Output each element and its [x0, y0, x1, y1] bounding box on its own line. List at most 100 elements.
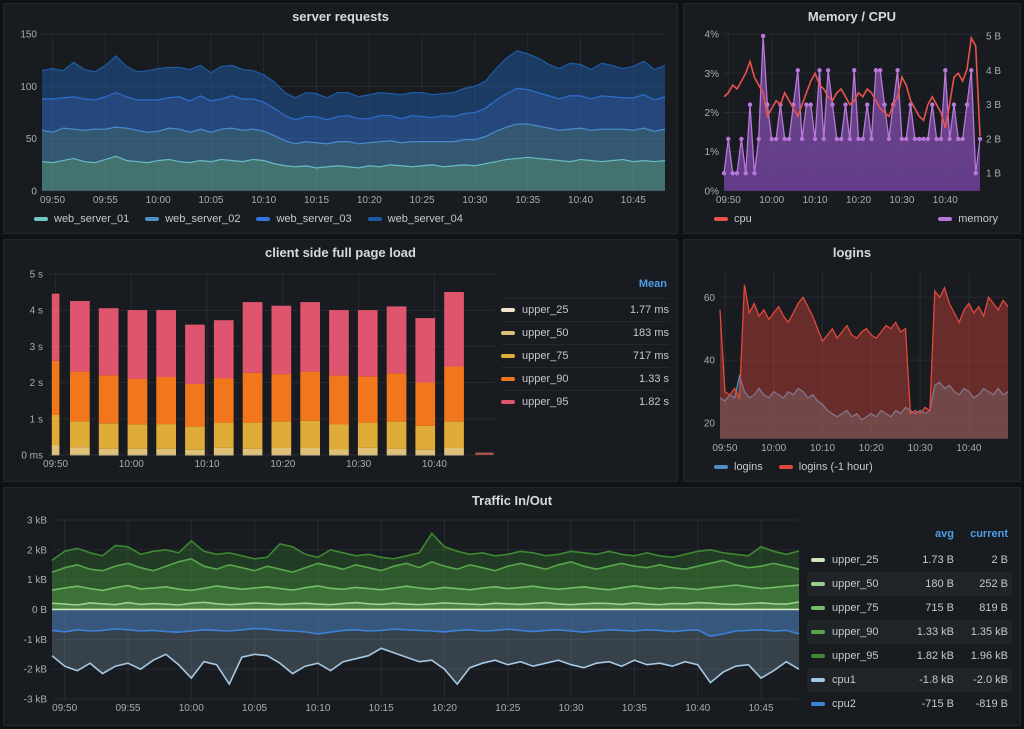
panel-title-server-requests[interactable]: server requests	[292, 8, 389, 24]
legend-item-upper_90[interactable]: upper_90 1.33 kB 1.35 kB	[807, 620, 1012, 644]
panel-traffic: Traffic In/Out -3 kB -2 kB -1 kB 0 B 1 kB 2 k…	[3, 487, 1021, 726]
svg-text:09:50: 09:50	[52, 703, 77, 714]
svg-text:10:40: 10:40	[956, 443, 981, 454]
svg-text:10:10: 10:10	[803, 195, 828, 206]
logins-legend: logins logins (-1 hour)	[692, 457, 1012, 477]
legend-swatch	[778, 465, 793, 469]
svg-text:5 B: 5 B	[986, 32, 1001, 43]
legend-swatch	[811, 606, 825, 610]
server-requests-chart[interactable]: 0 50 100 150 09:50 09:55 10:00 10:05 10:10 10:15 1…	[12, 28, 669, 209]
memory-cpu-chart[interactable]: 0% 1% 2% 3% 4% 09:50 10:00 10:10 10:20 10:30 10:40…	[692, 28, 1012, 209]
legend-item-upper_50[interactable]: upper_50 180 B 252 B	[807, 572, 1012, 596]
svg-text:10:20: 10:20	[846, 195, 871, 206]
svg-text:10:40: 10:40	[568, 195, 593, 206]
svg-text:-3 kB: -3 kB	[24, 695, 48, 706]
legend-value: 180 B	[925, 578, 954, 590]
svg-text:10:10: 10:10	[195, 459, 220, 470]
svg-text:3%: 3%	[705, 69, 720, 80]
legend-label: upper_50	[832, 578, 879, 590]
legend-header: avg current	[807, 528, 1012, 548]
svg-text:10:00: 10:00	[146, 195, 171, 206]
legend-swatch	[938, 217, 953, 221]
svg-text:1 kB: 1 kB	[27, 575, 47, 586]
panel-title-traffic[interactable]: Traffic In/Out	[471, 492, 553, 508]
svg-text:10:10: 10:10	[251, 195, 276, 206]
legend-label: upper_95	[522, 396, 569, 408]
legend-item-cpu1[interactable]: cpu1 -1.8 kB -2.0 kB	[807, 668, 1012, 692]
svg-text:20: 20	[704, 419, 716, 430]
legend-item-web-server-03[interactable]: web_server_03	[256, 213, 352, 225]
svg-text:10:25: 10:25	[495, 703, 520, 714]
legend-swatch	[256, 217, 271, 221]
legend-item-cpu[interactable]: cpu	[714, 213, 752, 225]
svg-text:10:40: 10:40	[685, 703, 710, 714]
svg-text:3 kB: 3 kB	[27, 516, 47, 527]
svg-text:-2 kB: -2 kB	[24, 665, 48, 676]
legend-header-current[interactable]: current	[970, 528, 1008, 540]
svg-text:2 s: 2 s	[30, 378, 43, 389]
svg-text:10:00: 10:00	[119, 459, 144, 470]
legend-item-web-server-02[interactable]: web_server_02	[145, 213, 240, 225]
legend-swatch	[34, 217, 48, 221]
svg-text:10:30: 10:30	[346, 459, 371, 470]
panel-title-page-load[interactable]: client side full page load	[265, 244, 416, 260]
legend-swatch	[714, 465, 728, 469]
svg-text:10:40: 10:40	[422, 459, 447, 470]
legend-label: upper_25	[832, 554, 879, 566]
legend-header-Mean[interactable]: Mean	[638, 278, 667, 290]
logins-chart[interactable]: 20 40 60 09:50 10:00 10:10 10:20 10:30 10:40	[692, 264, 1012, 457]
legend-label: cpu1	[832, 674, 856, 686]
svg-text:10:00: 10:00	[759, 195, 784, 206]
legend-item-upper_50[interactable]: upper_50 183 ms	[501, 321, 669, 344]
svg-text:10:30: 10:30	[559, 703, 584, 714]
legend-item-upper_75[interactable]: upper_75 717 ms	[501, 344, 669, 367]
svg-text:10:00: 10:00	[179, 703, 204, 714]
svg-text:10:05: 10:05	[242, 703, 267, 714]
legend-item-web-server-01[interactable]: web_server_01	[34, 213, 129, 225]
legend-label: web_server_03	[276, 213, 352, 225]
panel-server-requests: server requests 0 50 100 150 09:50 09:55 10:00…	[3, 3, 678, 234]
legend-item-upper_25[interactable]: upper_25 1.73 B 2 B	[807, 548, 1012, 572]
svg-text:2%: 2%	[705, 108, 720, 119]
svg-text:4 B: 4 B	[986, 66, 1001, 77]
legend-item-memory[interactable]: memory	[938, 213, 998, 225]
legend-item-upper_95[interactable]: upper_95 1.82 kB 1.96 kB	[807, 644, 1012, 668]
svg-text:10:45: 10:45	[621, 195, 646, 206]
legend-item-logins[interactable]: logins	[714, 461, 763, 473]
legend-label: upper_90	[832, 626, 879, 638]
legend-value: -819 B	[975, 698, 1008, 710]
svg-text:10:20: 10:20	[357, 195, 382, 206]
legend-item-cpu2[interactable]: cpu2 -715 B -819 B	[807, 692, 1012, 716]
panel-title-memory-cpu[interactable]: Memory / CPU	[807, 8, 897, 24]
svg-text:09:55: 09:55	[115, 703, 140, 714]
legend-item-upper_90[interactable]: upper_90 1.33 s	[501, 367, 669, 390]
svg-text:2 B: 2 B	[986, 134, 1001, 145]
svg-text:40: 40	[704, 356, 716, 367]
legend-value: 1.33 kB	[916, 626, 954, 638]
svg-text:4%: 4%	[705, 30, 720, 41]
svg-text:0 ms: 0 ms	[21, 451, 43, 462]
legend-value: 2 B	[991, 554, 1008, 566]
legend-item-upper_25[interactable]: upper_25 1.77 ms	[501, 298, 669, 321]
legend-header-avg[interactable]: avg	[935, 528, 954, 540]
svg-text:10:05: 10:05	[198, 195, 223, 206]
legend-swatch	[714, 217, 728, 221]
page-load-chart[interactable]: 0 ms 1 s 2 s 3 s 4 s 5 s 09:50 10:00 10:10 10:20 1…	[12, 264, 501, 477]
legend-label: logins	[734, 461, 763, 473]
legend-value: 819 B	[979, 602, 1008, 614]
legend-item-upper_75[interactable]: upper_75 715 B 819 B	[807, 596, 1012, 620]
legend-label: upper_90	[522, 373, 569, 385]
svg-text:1%: 1%	[705, 147, 720, 158]
legend-item-web-server-04[interactable]: web_server_04	[367, 213, 463, 225]
dashboard-row-middle: client side full page load 0 ms 1 s 2 s 3 s…	[3, 239, 1021, 482]
legend-item-upper_95[interactable]: upper_95 1.82 s	[501, 390, 669, 413]
svg-text:3 s: 3 s	[30, 342, 43, 353]
panel-title-logins[interactable]: logins	[832, 244, 872, 260]
legend-label: memory	[958, 213, 998, 225]
legend-label: upper_25	[522, 304, 569, 316]
legend-item-logins-1-hour-[interactable]: logins (-1 hour)	[778, 461, 873, 473]
panel-body-page-load: 0 ms 1 s 2 s 3 s 4 s 5 s 09:50 10:00 10:10 10:20 1…	[4, 264, 677, 481]
legend-label: upper_75	[522, 350, 569, 362]
traffic-chart[interactable]: -3 kB -2 kB -1 kB 0 B 1 kB 2 kB 3 kB 09:50 09:55…	[12, 512, 807, 721]
legend-label: logins (-1 hour)	[798, 461, 873, 473]
